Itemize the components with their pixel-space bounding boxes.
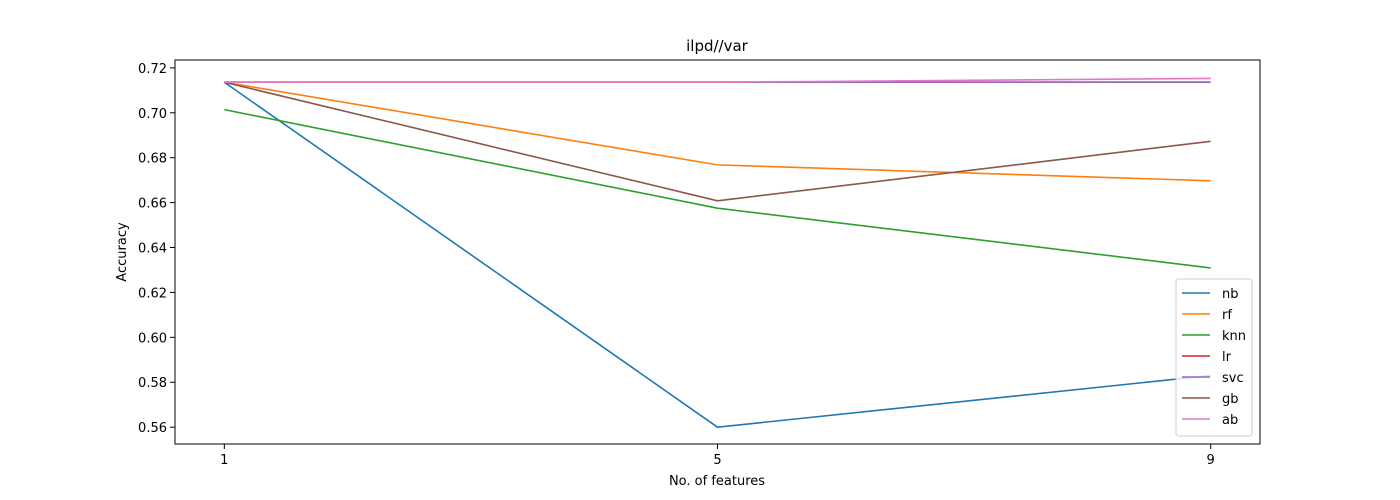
plot-frame: [174, 59, 1261, 445]
series-line-rf: [224, 81, 1211, 182]
series-line-knn: [224, 108, 1211, 269]
legend-label: nb: [1222, 287, 1239, 302]
legend-label: ab: [1222, 413, 1238, 428]
y-tick-label: 0.66: [138, 197, 167, 212]
legend-box: [1175, 278, 1253, 437]
legend-label: lr: [1222, 350, 1232, 365]
legend-label: gb: [1222, 392, 1239, 407]
legend-item: nb: [1182, 287, 1239, 302]
legend-item: rf: [1182, 308, 1232, 323]
legend-label: knn: [1222, 329, 1246, 344]
legend-label: svc: [1222, 371, 1244, 386]
y-tick-label: 0.62: [138, 286, 167, 301]
x-tick-label: 5: [713, 453, 721, 468]
series-line-gb: [224, 81, 1211, 202]
legend-item: lr: [1182, 350, 1232, 365]
y-axis: 0.56 0.58 0.60 0.62 0.64 0.66 0.68 0.70 0.72: [138, 62, 175, 436]
y-tick-label: 0.68: [138, 152, 167, 167]
y-tick-label: 0.72: [138, 62, 167, 77]
plot-lines: [223, 77, 1211, 428]
legend-item: gb: [1182, 392, 1239, 407]
y-tick-label: 0.60: [138, 331, 167, 346]
y-axis-title: Accuracy: [115, 222, 130, 282]
legend-item: svc: [1182, 371, 1244, 386]
x-tick-label: 9: [1207, 453, 1215, 468]
legend-item: ab: [1182, 413, 1238, 428]
series-line-ab: [224, 77, 1211, 84]
y-tick-label: 0.70: [138, 107, 167, 122]
legend-label: rf: [1222, 308, 1232, 323]
legend-item: knn: [1182, 329, 1246, 344]
y-tick-label: 0.56: [138, 421, 167, 436]
chart-title: ilpd//var: [686, 37, 749, 55]
x-tick-label: 1: [220, 453, 228, 468]
x-axis: 1 5 9: [220, 444, 1215, 468]
series-line-nb: [223, 81, 1211, 428]
y-tick-label: 0.58: [138, 376, 167, 391]
legend: nb rf knn lr svc gb ab: [1175, 278, 1253, 437]
x-axis-title: No. of features: [669, 474, 765, 489]
y-tick-label: 0.64: [138, 242, 167, 257]
